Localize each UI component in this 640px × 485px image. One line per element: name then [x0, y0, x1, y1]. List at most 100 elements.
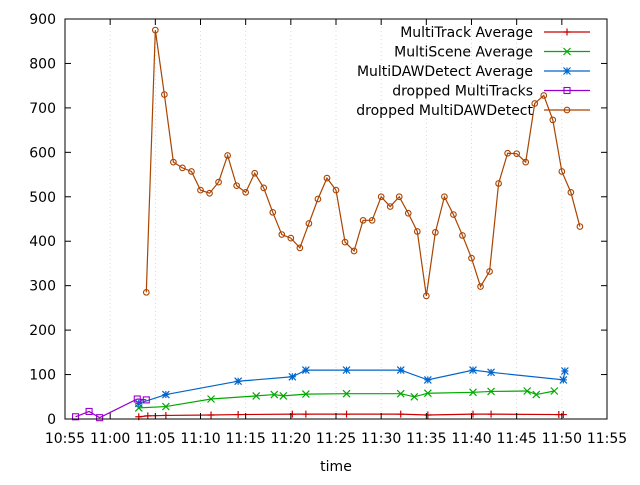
- data-point: [459, 232, 466, 239]
- legend-label: MultiDAWDetect Average: [357, 64, 533, 80]
- data-point: [342, 366, 351, 375]
- data-point: [469, 366, 477, 375]
- data-point: [522, 158, 530, 166]
- series-1: [134, 387, 559, 412]
- data-point: [531, 100, 539, 107]
- data-point: [287, 234, 295, 242]
- data-point: [207, 395, 215, 403]
- series-line: [138, 390, 555, 409]
- data-point: [559, 375, 568, 384]
- series-3: [71, 395, 150, 422]
- x-tick-label: 11:40: [451, 431, 491, 447]
- x-tick-label: 11:10: [180, 431, 220, 447]
- data-point: [151, 26, 159, 34]
- data-point: [279, 391, 288, 400]
- data-point: [323, 174, 331, 182]
- data-point: [343, 410, 351, 418]
- series-4: [142, 26, 584, 300]
- data-point: [396, 366, 405, 375]
- legend-entry-3: dropped MultiTracks: [392, 84, 590, 100]
- legend-label: dropped MultiDAWDetect: [356, 103, 533, 119]
- data-point: [215, 178, 222, 186]
- series-layer: [71, 26, 584, 422]
- legend-marker: [563, 67, 571, 75]
- data-point: [71, 413, 80, 421]
- data-point: [423, 375, 432, 384]
- y-tick-label: 500: [29, 190, 56, 206]
- data-point: [162, 411, 170, 419]
- data-point: [487, 368, 495, 377]
- data-point: [396, 389, 405, 398]
- data-point: [144, 412, 152, 420]
- data-point: [242, 188, 250, 196]
- data-point: [269, 208, 277, 216]
- data-point: [161, 402, 170, 411]
- data-point: [350, 247, 358, 255]
- data-point: [278, 231, 286, 238]
- data-point: [558, 168, 566, 175]
- data-point: [576, 223, 584, 230]
- data-point: [450, 211, 457, 218]
- legend-marker: [563, 28, 571, 36]
- data-point: [424, 411, 432, 419]
- x-tick-label: 11:30: [361, 431, 401, 447]
- data-point: [513, 150, 521, 158]
- data-point: [234, 377, 243, 386]
- data-point: [134, 399, 143, 408]
- x-tick-label: 11:50: [542, 431, 582, 447]
- x-tick-label: 10:55: [45, 431, 85, 447]
- series-line: [138, 413, 564, 418]
- grid-layer: [109, 19, 563, 419]
- series-2: [134, 366, 569, 408]
- data-point: [377, 193, 385, 201]
- data-point: [133, 395, 141, 403]
- data-point: [224, 152, 231, 159]
- y-tick-label: 600: [29, 145, 56, 161]
- data-point: [359, 216, 367, 224]
- data-point: [549, 116, 557, 124]
- legend: MultiTrack Average MultiScene Average Mult…: [356, 25, 590, 119]
- data-point: [422, 292, 430, 300]
- data-point: [397, 410, 405, 418]
- data-point: [469, 410, 477, 418]
- data-point: [302, 410, 310, 418]
- data-point: [207, 411, 215, 419]
- data-point: [486, 268, 493, 275]
- data-point: [560, 367, 569, 375]
- data-point: [567, 188, 575, 196]
- data-point: [179, 164, 186, 172]
- data-point: [540, 92, 548, 99]
- data-point: [559, 411, 567, 419]
- legend-label: MultiScene Average: [394, 45, 533, 61]
- legend-entry-2: MultiDAWDetect Average: [357, 64, 590, 80]
- legend-marker: [563, 86, 571, 95]
- data-point: [468, 254, 475, 262]
- data-point: [314, 195, 322, 203]
- data-point: [288, 372, 297, 381]
- data-point: [161, 91, 168, 98]
- x-axis-label: time: [320, 459, 352, 475]
- data-point: [495, 180, 502, 187]
- data-point: [386, 203, 394, 210]
- x-tick-label: 11:05: [135, 431, 175, 447]
- data-point: [206, 189, 213, 197]
- data-point: [252, 391, 261, 400]
- data-point: [233, 182, 240, 190]
- data-point: [404, 209, 412, 217]
- legend-entry-1: MultiScene Average: [394, 45, 590, 61]
- x-tick-label: 11:15: [225, 431, 265, 447]
- data-point: [550, 387, 559, 395]
- data-point: [142, 396, 150, 404]
- data-point: [161, 390, 170, 399]
- data-point: [305, 220, 313, 227]
- data-point: [477, 283, 484, 290]
- legend-marker: [563, 106, 571, 114]
- data-point: [342, 389, 351, 398]
- data-point: [301, 366, 310, 375]
- data-point: [251, 169, 259, 177]
- data-point: [234, 411, 242, 419]
- legend-marker: [563, 47, 571, 56]
- data-point: [332, 186, 340, 194]
- data-point: [170, 158, 177, 166]
